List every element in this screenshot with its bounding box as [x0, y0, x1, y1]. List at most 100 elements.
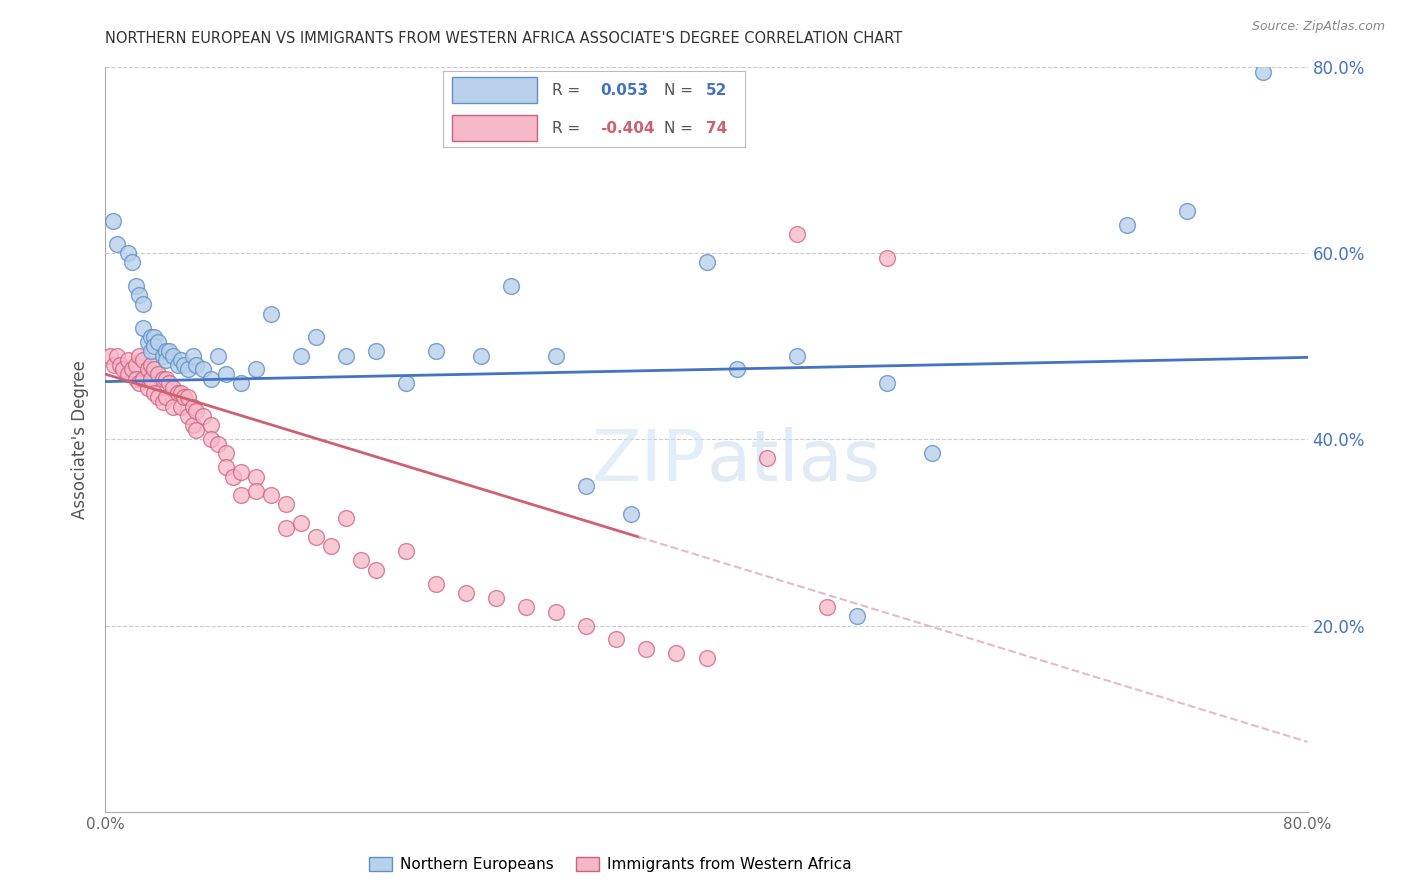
Point: [136, 381, 159, 395]
Point: [364, 343, 387, 358]
Point: [876, 376, 898, 391]
Point: [575, 479, 598, 493]
Point: [207, 437, 229, 451]
Point: [305, 530, 328, 544]
Point: [181, 400, 204, 414]
Point: [146, 391, 169, 405]
Point: [546, 349, 568, 363]
Point: [184, 358, 207, 372]
Point: [166, 385, 188, 400]
Point: [142, 330, 165, 344]
Point: [229, 465, 252, 479]
Point: [166, 358, 188, 372]
Point: [200, 418, 222, 433]
Point: [184, 423, 207, 437]
Point: [155, 343, 177, 358]
Point: [696, 255, 718, 269]
Point: [121, 362, 143, 376]
Text: R =: R =: [551, 83, 579, 98]
Point: [470, 349, 492, 363]
Point: [157, 376, 180, 391]
Point: [107, 236, 129, 251]
Point: [107, 349, 129, 363]
Point: [132, 353, 155, 368]
Point: [101, 213, 124, 227]
Point: [290, 516, 312, 530]
Point: [98, 349, 121, 363]
Point: [177, 409, 200, 423]
Point: [515, 599, 537, 614]
Point: [575, 618, 598, 632]
Point: [214, 367, 236, 381]
Point: [454, 586, 477, 600]
Point: [173, 358, 195, 372]
Point: [696, 651, 718, 665]
FancyBboxPatch shape: [451, 114, 537, 141]
Legend: Northern Europeans, Immigrants from Western Africa: Northern Europeans, Immigrants from West…: [363, 851, 858, 879]
Point: [128, 376, 150, 391]
Point: [152, 372, 174, 386]
Point: [110, 358, 132, 372]
Point: [139, 330, 162, 344]
Point: [786, 227, 808, 242]
Point: [142, 385, 165, 400]
Text: atlas: atlas: [707, 427, 882, 496]
Point: [605, 632, 627, 647]
Point: [173, 391, 195, 405]
Point: [786, 349, 808, 363]
Text: 74: 74: [706, 120, 727, 136]
Point: [191, 362, 214, 376]
Point: [146, 367, 169, 381]
Point: [636, 641, 658, 656]
Point: [425, 576, 447, 591]
Point: [169, 353, 191, 368]
Point: [124, 358, 146, 372]
Point: [200, 372, 222, 386]
Point: [755, 450, 778, 465]
Point: [845, 609, 868, 624]
Point: [425, 343, 447, 358]
Point: [1251, 64, 1274, 78]
Point: [117, 353, 139, 368]
Point: [200, 433, 222, 447]
Point: [162, 381, 184, 395]
Point: [364, 563, 387, 577]
Point: [139, 372, 162, 386]
Text: N =: N =: [664, 83, 693, 98]
Y-axis label: Associate's Degree: Associate's Degree: [72, 359, 90, 519]
Point: [260, 307, 283, 321]
Point: [725, 362, 748, 376]
Point: [162, 349, 184, 363]
Point: [290, 349, 312, 363]
Point: [157, 343, 180, 358]
Point: [229, 488, 252, 502]
Point: [222, 469, 245, 483]
Point: [169, 400, 191, 414]
Point: [620, 507, 643, 521]
Point: [501, 278, 523, 293]
Point: [152, 349, 174, 363]
Point: [546, 605, 568, 619]
Point: [274, 498, 297, 512]
Point: [876, 251, 898, 265]
Point: [121, 255, 143, 269]
Point: [155, 353, 177, 368]
Point: [117, 367, 139, 381]
Point: [155, 391, 177, 405]
Point: [395, 544, 418, 558]
Point: [665, 647, 688, 661]
Point: [152, 395, 174, 409]
Point: [117, 246, 139, 260]
Point: [177, 391, 200, 405]
Text: -0.404: -0.404: [600, 120, 655, 136]
Text: Source: ZipAtlas.com: Source: ZipAtlas.com: [1251, 20, 1385, 33]
Point: [214, 446, 236, 460]
Point: [191, 409, 214, 423]
Point: [245, 483, 267, 498]
Point: [485, 591, 508, 605]
Point: [139, 358, 162, 372]
Point: [305, 330, 328, 344]
FancyBboxPatch shape: [451, 77, 537, 103]
Point: [139, 343, 162, 358]
Point: [169, 385, 191, 400]
